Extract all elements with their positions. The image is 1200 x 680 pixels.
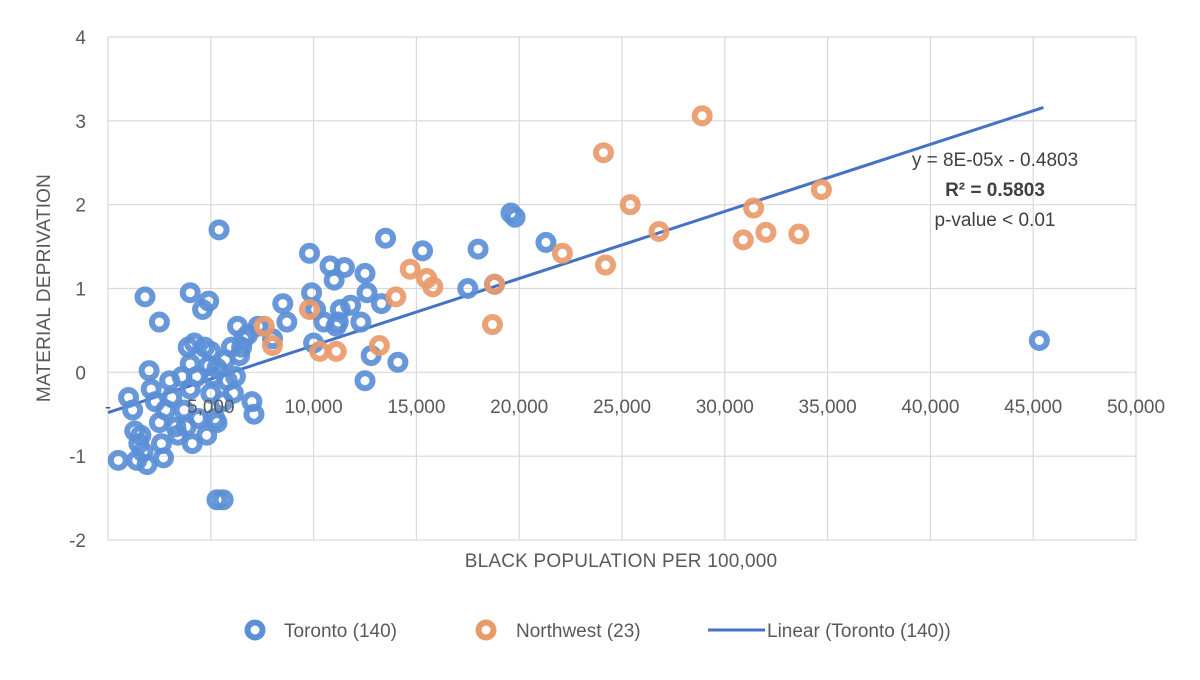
- x-tick-label: 40,000: [901, 397, 959, 418]
- toronto-point: [243, 403, 265, 425]
- y-tick-label: -2: [69, 531, 86, 552]
- northwest-point: [253, 315, 275, 337]
- northwest-point: [595, 254, 617, 276]
- toronto-point: [457, 278, 479, 299]
- x-tick-label: -: [105, 397, 111, 418]
- x-tick-label: 15,000: [387, 397, 445, 418]
- toronto-point: [136, 454, 158, 476]
- northwest-point: [810, 179, 832, 201]
- northwest-point: [691, 105, 713, 127]
- x-axis-title: BLACK POPULATION PER 100,000: [465, 551, 778, 572]
- toronto-point: [323, 269, 345, 291]
- toronto-point: [181, 433, 203, 455]
- y-tick-label: 2: [75, 196, 86, 217]
- toronto-point: [350, 311, 372, 333]
- toronto-point: [354, 262, 376, 284]
- toronto-point: [1028, 329, 1050, 351]
- legend-marker-toronto: [244, 619, 266, 641]
- northwest-point: [298, 298, 320, 320]
- toronto-point: [298, 242, 320, 264]
- toronto-point: [153, 447, 175, 469]
- x-tick-label: 20,000: [490, 397, 548, 418]
- legend-label-toronto: Toronto (140): [284, 621, 397, 642]
- toronto-point: [224, 366, 246, 388]
- y-axis-title: MATERIAL DEPRIVATION: [34, 174, 55, 402]
- legend-label-trendline: Linear (Toronto (140)): [767, 621, 951, 642]
- regression-equation: y = 8E-05x - 0.4803: [912, 150, 1078, 171]
- toronto-point: [196, 424, 218, 446]
- northwest-point: [399, 258, 421, 280]
- x-tick-label: 25,000: [593, 397, 651, 418]
- toronto-point: [467, 238, 489, 260]
- toronto-point: [200, 340, 222, 362]
- x-tick-label: 10,000: [285, 397, 343, 418]
- toronto-point: [354, 370, 376, 392]
- toronto-point: [134, 286, 156, 308]
- northwest-point: [368, 335, 390, 357]
- toronto-point: [198, 290, 220, 312]
- y-tick-label: -1: [69, 447, 86, 468]
- toronto-point: [301, 282, 323, 304]
- tick-labels: -2 -1 0 1 2 3 4 - 5,000 10,000 15,000 20,000 25,000 3…: [69, 28, 1165, 552]
- northwest-point: [551, 242, 573, 264]
- toronto-point: [412, 240, 434, 262]
- x-tick-label: 50,000: [1107, 397, 1165, 418]
- y-tick-label: 1: [75, 280, 86, 301]
- toronto-point: [375, 227, 397, 249]
- toronto-point: [535, 231, 557, 253]
- northwest-point: [261, 335, 283, 357]
- northwest-point: [743, 197, 765, 219]
- toronto-point: [107, 449, 129, 471]
- p-value-label: p-value < 0.01: [935, 210, 1056, 231]
- trendline-layer: [107, 106, 1044, 415]
- northwest-point: [481, 314, 503, 336]
- northwest-point: [755, 221, 777, 243]
- y-tick-label: 3: [75, 112, 86, 133]
- toronto-point: [340, 294, 362, 316]
- x-tick-label: 30,000: [696, 397, 754, 418]
- toronto-point: [161, 386, 183, 408]
- northwest-point: [788, 223, 810, 245]
- legend-label-northwest: Northwest (23): [516, 621, 641, 642]
- northwest-point: [619, 194, 641, 216]
- toronto-point: [272, 293, 294, 315]
- y-tick-label: 4: [75, 28, 86, 49]
- toronto-point: [333, 257, 355, 279]
- x-tick-label: 5,000: [187, 397, 235, 418]
- data-points: [107, 105, 1050, 511]
- toronto-point: [122, 399, 144, 421]
- toronto-point: [206, 412, 228, 434]
- northwest-point: [592, 142, 614, 164]
- toronto-point: [138, 360, 160, 382]
- toronto-point: [356, 282, 378, 304]
- toronto-point: [276, 311, 298, 333]
- legend-marker-northwest: [475, 619, 497, 641]
- x-tick-label: 35,000: [799, 397, 857, 418]
- northwest-point: [325, 340, 347, 362]
- y-tick-label: 0: [75, 363, 86, 384]
- northwest-point: [385, 286, 407, 308]
- toronto-point: [387, 351, 409, 373]
- northwest-point: [422, 276, 444, 298]
- toronto-point: [208, 219, 230, 241]
- gridlines: [107, 36, 1137, 541]
- legend: Toronto (140) Northwest (23) Linear (Tor…: [244, 619, 951, 642]
- northwest-point: [732, 229, 754, 251]
- northwest-point: [648, 220, 670, 242]
- toronto-point: [504, 206, 526, 228]
- x-tick-label: 45,000: [1004, 397, 1062, 418]
- r-squared-label: R² = 0.5803: [945, 180, 1045, 201]
- toronto-point: [212, 489, 234, 511]
- toronto-point: [148, 311, 170, 333]
- toronto-point: [179, 282, 201, 304]
- northwest-point: [484, 273, 506, 295]
- trendline: [107, 106, 1044, 415]
